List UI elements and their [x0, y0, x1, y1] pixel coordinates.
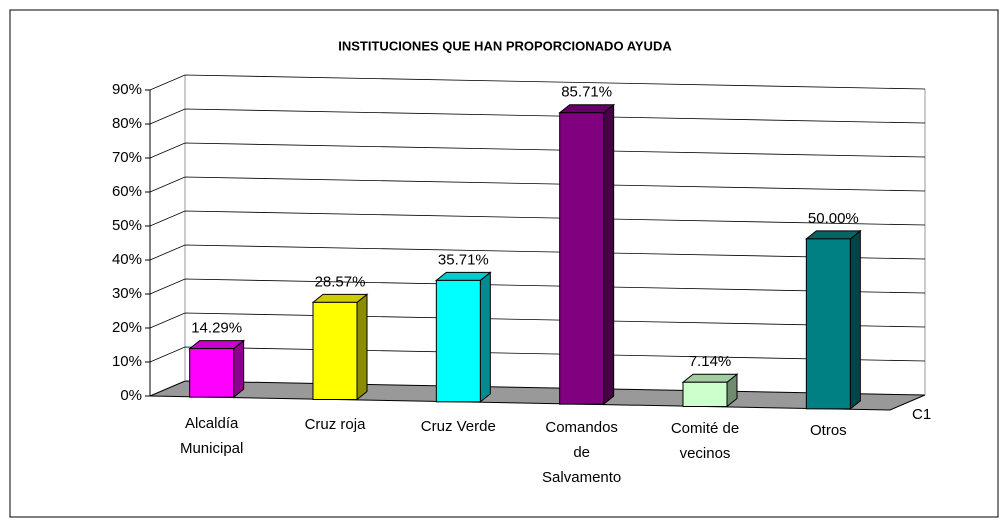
- bar: [312, 301, 358, 400]
- y-tick-label: 50%: [112, 217, 142, 234]
- grid-line: [149, 346, 926, 363]
- grid-line: [149, 210, 926, 227]
- bar-top: [311, 293, 369, 303]
- y-tick-label: 90%: [112, 81, 142, 98]
- y-tick-label: 0%: [120, 387, 142, 404]
- bar-side: [603, 103, 615, 406]
- bar-side: [479, 271, 491, 403]
- value-label: 28.57%: [315, 273, 366, 290]
- bar-top: [681, 373, 739, 383]
- value-label: 35.71%: [438, 251, 489, 268]
- value-label: 50.00%: [808, 210, 859, 227]
- bar-top: [434, 271, 492, 281]
- bar: [805, 238, 851, 410]
- value-label: 7.14%: [689, 353, 732, 370]
- y-tick-label: 20%: [112, 319, 142, 336]
- x-tick-label: Alcaldía Municipal: [179, 414, 244, 457]
- x-tick-label: Comandos de Salvamento: [542, 418, 622, 486]
- y-tick-label: 10%: [112, 353, 142, 370]
- grid-line: [149, 176, 926, 193]
- bar: [435, 279, 481, 403]
- y-tick-label: 30%: [112, 285, 142, 302]
- grid-line: [149, 108, 926, 125]
- legend-label: C1: [912, 406, 931, 423]
- y-tick-label: 70%: [112, 149, 142, 166]
- value-label: 14.29%: [191, 320, 242, 337]
- x-tick-label: Comité de vecinos: [670, 420, 740, 463]
- x-tick-label: Cruz roja: [304, 416, 366, 434]
- chart-title: INSTITUCIONES QUE HAN PROPORCIONADO AYUD…: [338, 38, 672, 53]
- y-tick-label: 80%: [112, 115, 142, 132]
- x-tick-label: Otros: [809, 421, 847, 439]
- grid-line: [149, 244, 926, 261]
- grid-line: [149, 312, 926, 329]
- bar-top: [188, 340, 246, 350]
- y-tick-label: 60%: [112, 183, 142, 200]
- x-tick-label: Cruz Verde: [420, 417, 496, 435]
- bar-top: [558, 104, 616, 114]
- grid-line: [149, 142, 926, 159]
- grid-line: [149, 278, 926, 295]
- bar-top: [804, 230, 862, 240]
- value-label: 85.71%: [561, 84, 612, 101]
- bar-side: [356, 293, 368, 401]
- bar: [189, 348, 235, 398]
- grid-line: [149, 74, 926, 91]
- bar: [682, 381, 728, 407]
- bar-side: [233, 339, 245, 399]
- bar: [559, 112, 605, 405]
- y-tick-label: 40%: [112, 251, 142, 268]
- bar-side: [849, 229, 861, 410]
